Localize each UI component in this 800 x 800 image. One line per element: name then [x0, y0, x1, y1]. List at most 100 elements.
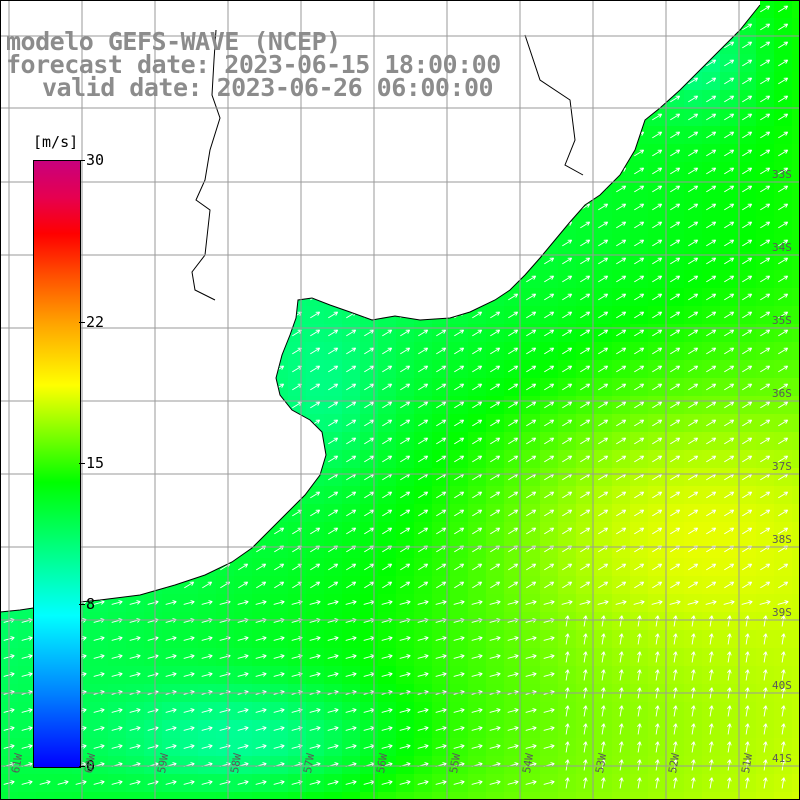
wind-arrow	[418, 365, 429, 373]
wind-arrow	[634, 383, 645, 391]
colorbar-tick-mark	[79, 160, 85, 161]
wind-arrow	[490, 527, 501, 535]
wind-arrow	[417, 780, 429, 785]
wind-arrow	[742, 455, 753, 463]
wind-arrow	[742, 329, 753, 337]
wind-arrow	[598, 293, 609, 301]
wind-cell	[342, 792, 361, 800]
wind-arrow	[93, 726, 105, 731]
wind-arrow	[382, 437, 393, 445]
wind-arrow	[526, 509, 537, 517]
wind-arrow	[598, 383, 609, 391]
wind-arrow	[400, 329, 411, 337]
wind-arrow	[165, 726, 177, 731]
wind-arrow	[688, 329, 699, 337]
wind-arrow	[670, 293, 681, 301]
coastline	[0, 4, 761, 613]
wind-arrow	[562, 581, 573, 589]
wind-arrow	[417, 600, 429, 605]
wind-arrow	[454, 419, 465, 427]
wind-arrow	[93, 672, 105, 677]
wind-arrow	[619, 777, 624, 789]
wind-arrow	[183, 780, 195, 785]
wind-arrow	[490, 563, 501, 571]
wind-arrow	[544, 509, 555, 517]
wind-cell	[792, 378, 800, 397]
wind-arrow	[255, 780, 267, 785]
wind-arrow	[183, 636, 195, 641]
wind-cell	[396, 792, 415, 800]
wind-arrow	[490, 419, 501, 427]
wind-arrow	[436, 527, 447, 535]
wind-arrow	[706, 203, 717, 211]
latitude-label: 35S	[772, 314, 792, 327]
wind-arrow	[760, 311, 771, 319]
wind-arrow	[634, 185, 645, 193]
wind-arrow	[400, 527, 411, 535]
wind-arrow	[489, 780, 501, 785]
wind-arrow	[309, 726, 321, 731]
wind-arrow	[778, 149, 789, 157]
wind-arrow	[544, 311, 555, 319]
wind-arrow	[436, 365, 447, 373]
wind-arrow	[471, 636, 483, 641]
wind-arrow	[691, 705, 696, 717]
wind-arrow	[691, 777, 696, 789]
wind-arrow	[652, 401, 663, 409]
wind-arrow	[346, 581, 357, 589]
wind-arrow	[508, 329, 519, 337]
wind-arrow	[471, 708, 483, 713]
wind-arrow	[237, 600, 249, 605]
wind-arrow	[399, 636, 411, 641]
wind-arrow	[418, 563, 429, 571]
wind-arrow	[399, 708, 411, 713]
wind-cell	[792, 360, 800, 379]
wind-arrow	[490, 329, 501, 337]
wind-arrow	[688, 221, 699, 229]
wind-arrow	[309, 654, 321, 659]
wind-arrow	[778, 41, 789, 49]
wind-arrow	[724, 203, 735, 211]
wind-arrow	[129, 780, 141, 785]
wind-arrow	[670, 437, 681, 445]
wind-arrow	[508, 491, 519, 499]
wind-arrow	[418, 527, 429, 535]
wind-arrow	[706, 329, 717, 337]
wind-arrow	[273, 600, 285, 605]
wind-arrow	[579, 600, 591, 605]
wind-arrow	[490, 347, 501, 355]
colorbar-tick-label: 22	[86, 312, 105, 331]
wind-arrow	[400, 419, 411, 427]
wind-arrow	[759, 600, 771, 605]
wind-arrow	[742, 185, 753, 193]
wind-arrow	[709, 723, 714, 735]
wind-arrow	[583, 741, 588, 753]
wind-arrow	[471, 672, 483, 677]
wind-arrow	[508, 563, 519, 571]
wind-arrow	[634, 275, 645, 283]
wind-arrow	[544, 437, 555, 445]
wind-arrow	[724, 581, 735, 589]
wind-arrow	[381, 600, 393, 605]
wind-arrow	[21, 654, 33, 659]
wind-arrow	[436, 401, 447, 409]
colorbar-tick-mark	[79, 463, 85, 464]
wind-arrow	[256, 563, 267, 571]
wind-cell	[198, 792, 217, 800]
wind-arrow	[562, 419, 573, 427]
wind-arrow	[436, 581, 447, 589]
wind-arrow	[670, 509, 681, 517]
wind-arrow	[778, 509, 789, 517]
wind-arrow	[655, 615, 660, 627]
wind-arrow	[781, 669, 786, 681]
wind-arrow	[526, 527, 537, 535]
wind-arrow	[760, 113, 771, 121]
wind-arrow	[652, 527, 663, 535]
wind-arrow	[436, 329, 447, 337]
wind-arrow	[382, 491, 393, 499]
wind-arrow	[399, 672, 411, 677]
wind-arrow	[616, 563, 627, 571]
wind-arrow	[418, 437, 429, 445]
wind-arrow	[742, 527, 753, 535]
